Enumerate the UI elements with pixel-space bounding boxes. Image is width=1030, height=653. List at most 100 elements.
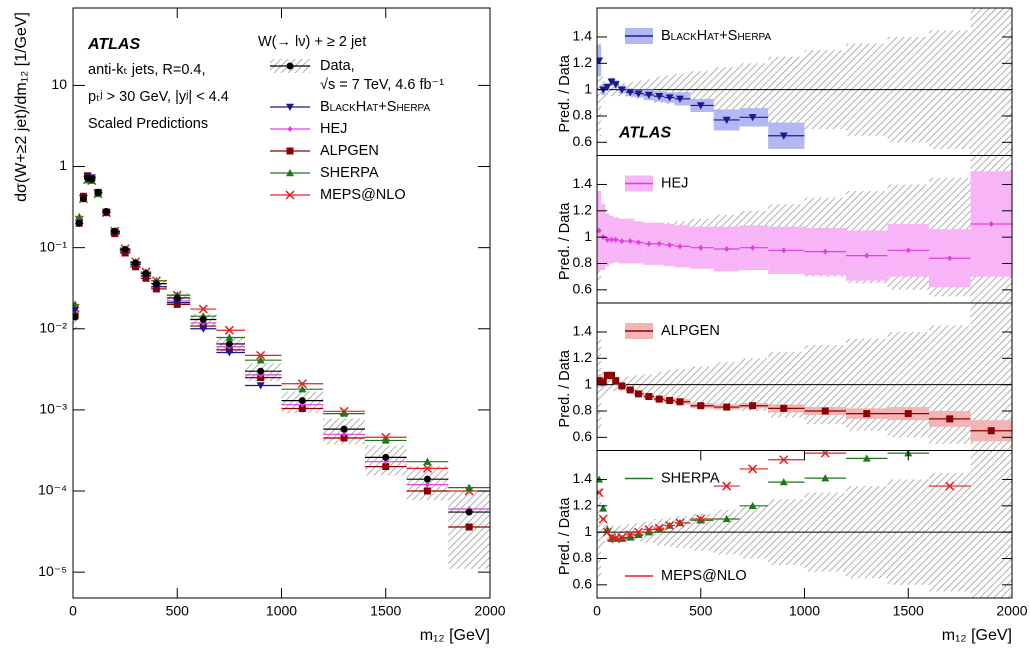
marker [626, 386, 634, 394]
y-axis-label: dσ(W+≥2 jet)/dm₁₂ [1/GeV] [13, 12, 30, 202]
marker [633, 527, 644, 537]
marker [382, 463, 390, 471]
marker [142, 270, 150, 278]
marker [224, 325, 234, 335]
marker [173, 299, 182, 307]
y-tick-label: 0.8 [573, 254, 593, 270]
marker [619, 238, 625, 245]
marker [644, 91, 653, 99]
x-tick-label: 1500 [893, 603, 924, 619]
marker [599, 504, 608, 512]
marker [94, 188, 102, 196]
marker [905, 247, 911, 254]
marker [225, 349, 234, 357]
annotation: pₜʲ > 30 GeV, |yʲ| < 4.4 [88, 89, 229, 105]
marker [603, 371, 611, 379]
x-tick-label: 2000 [996, 603, 1027, 619]
marker [285, 190, 295, 200]
legend-label: BlackHat+Sherpa [320, 99, 430, 115]
marker [864, 252, 870, 259]
y-tick-label: 1 [584, 228, 592, 244]
y-tick-label: 0.6 [573, 428, 593, 444]
annotation: ATLAS [618, 125, 671, 142]
y-tick-label: 1.2 [573, 349, 593, 365]
marker [75, 219, 83, 227]
legend-label: Data, [320, 58, 355, 74]
marker [625, 530, 635, 540]
marker [198, 304, 208, 314]
marker [987, 427, 995, 435]
plot-area [73, 172, 490, 569]
marker [945, 481, 955, 491]
legend-label: SHERPA [661, 470, 720, 486]
y-tick-label: 1.4 [573, 470, 593, 486]
x-tick-label: 500 [689, 603, 713, 619]
plot-area [597, 303, 1012, 451]
marker [749, 402, 757, 410]
marker [102, 207, 110, 215]
y-axis-label: Pred. / Data [557, 202, 573, 280]
y-tick-label: 1.2 [573, 497, 593, 513]
legend-label: HEJ [661, 175, 688, 191]
y-tick-label: 1 [59, 157, 67, 173]
marker [988, 220, 994, 227]
marker [750, 244, 756, 251]
marker [748, 501, 757, 510]
marker [286, 169, 294, 177]
x-tick-label: 2000 [474, 603, 505, 619]
marker [821, 407, 829, 415]
marker [465, 508, 473, 516]
y-tick-label: 0.6 [573, 281, 593, 297]
marker [696, 102, 705, 110]
y-axis-label: Pred. / Data [557, 497, 573, 575]
annotation: anti-kₜ jets, R=0.4, [88, 62, 206, 78]
annotation: ATLAS [87, 36, 140, 53]
marker [604, 236, 610, 243]
legend-label: BlackHat+Sherpa [661, 28, 771, 44]
marker [748, 114, 757, 122]
y-tick-label: 1 [584, 375, 592, 391]
marker [722, 481, 732, 491]
marker [465, 483, 474, 491]
marker [617, 532, 627, 542]
marker [199, 325, 208, 333]
marker [822, 248, 828, 255]
y-tick-label: 0.8 [573, 402, 593, 418]
plot-area [597, 8, 1012, 156]
y-tick-label: 0.6 [573, 576, 593, 592]
marker [597, 488, 604, 498]
marker [748, 464, 758, 474]
y-tick-label: 0.8 [573, 549, 593, 565]
marker [862, 450, 871, 452]
marker [654, 523, 664, 533]
marker [225, 340, 233, 348]
data-uncertainty [970, 8, 1012, 156]
marker [779, 478, 788, 486]
marker [635, 390, 642, 398]
marker [780, 404, 788, 412]
marker [423, 457, 432, 465]
y-tick-label: 10⁻² [39, 319, 67, 335]
marker [617, 86, 626, 94]
marker [111, 227, 119, 235]
marker [646, 240, 652, 247]
y-tick-label: 0.8 [573, 107, 593, 123]
y-tick-label: 1.4 [573, 175, 593, 191]
legend-label: MEPS@NLO [320, 187, 406, 203]
y-tick-label: 1 [584, 523, 592, 539]
marker [297, 379, 307, 389]
marker [781, 247, 787, 254]
marker [655, 395, 663, 403]
legend-title: W(→ lν) + ≥ 2 jet [258, 34, 366, 50]
marker [286, 62, 294, 70]
marker [603, 83, 612, 92]
legend-label: HEJ [320, 121, 347, 137]
x-tick-label: 1500 [370, 603, 401, 619]
marker [132, 259, 140, 267]
marker [382, 453, 390, 461]
marker [655, 93, 664, 101]
marker [779, 132, 788, 140]
y-tick-label: 10 [51, 76, 67, 92]
marker [724, 246, 730, 253]
y-tick-label: 1.4 [573, 28, 593, 44]
